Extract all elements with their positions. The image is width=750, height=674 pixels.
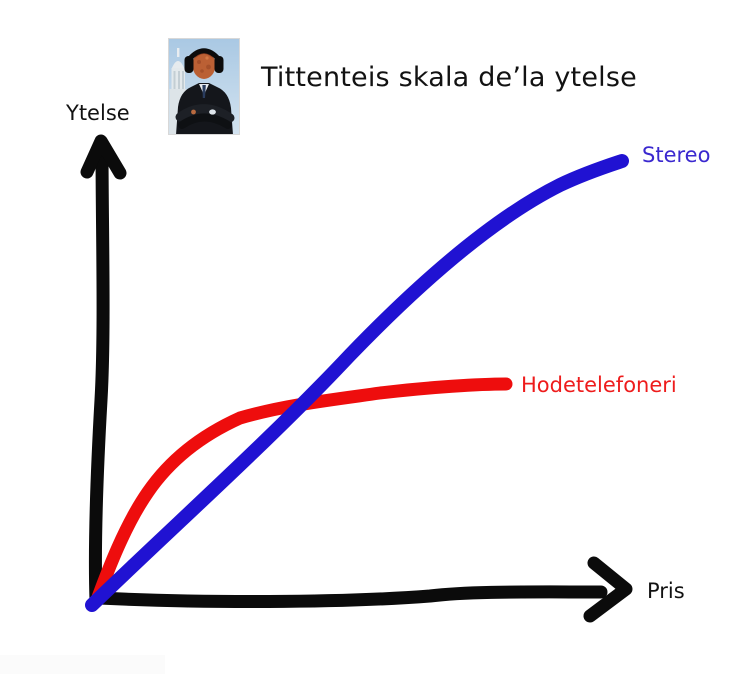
headphone-guy-icon [168,38,240,135]
avatar-image [168,38,240,135]
stereo-series-label: Stereo [642,143,711,167]
y-axis-line [88,139,110,608]
y-axis-label: Ytelse [66,101,130,125]
man-figure [175,48,235,135]
y-axis-arrowhead-icon [80,134,127,180]
x-axis-line [92,585,608,609]
x-axis-label: Pris [647,579,685,603]
scan-artifact [0,655,165,674]
hodetelefoneri-curve [90,377,513,607]
chart-title: Tittenteis skala de’la ytelse [261,62,637,93]
stereo-curve [85,154,629,612]
hodetelefoneri-series-label: Hodetelefoneri [521,373,677,397]
x-axis-arrowhead-icon [583,556,633,623]
